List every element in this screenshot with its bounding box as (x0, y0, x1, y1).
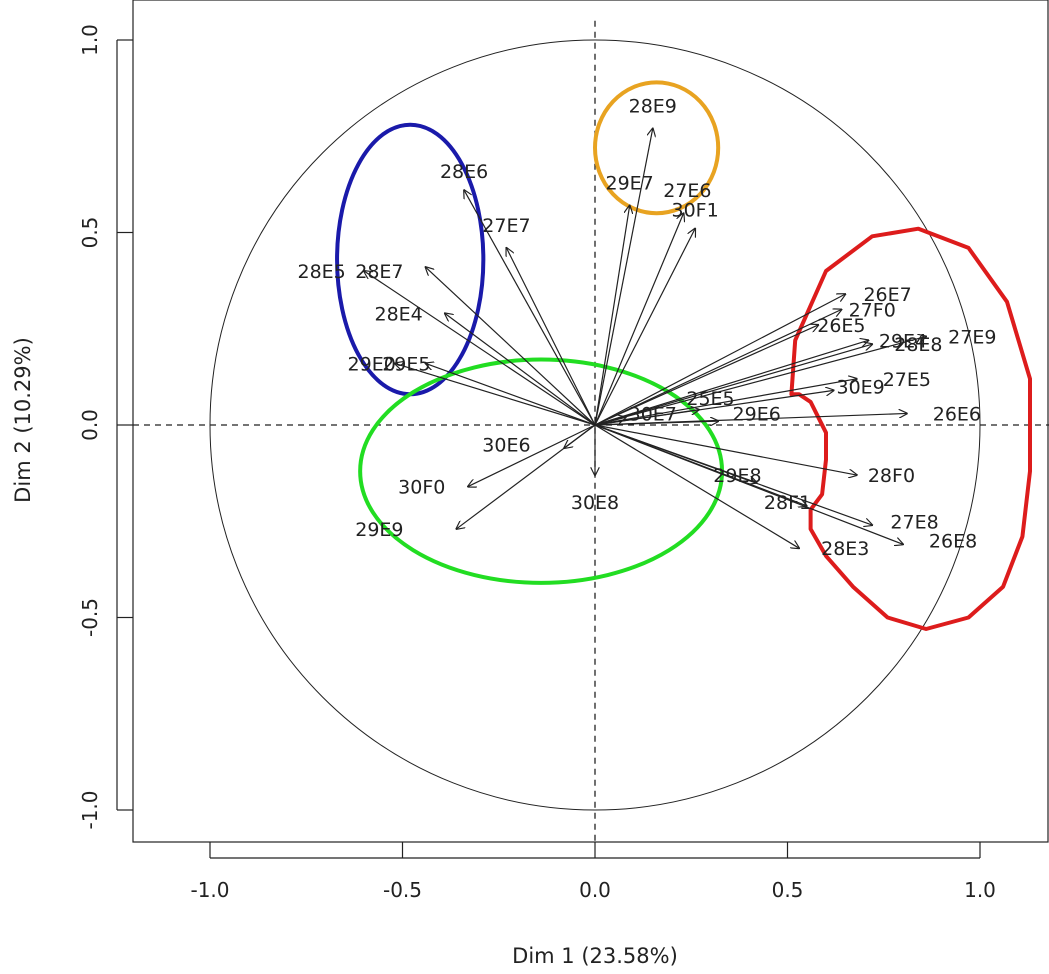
label-28E9: 28E9 (629, 95, 677, 117)
label-30E7: 30E7 (629, 403, 677, 425)
y-tick-label: 1.0 (78, 24, 102, 56)
group-outline-3 (358, 357, 725, 585)
label-30E9: 30E9 (837, 377, 885, 399)
arrow-28F0 (594, 424, 857, 475)
label-27F0: 27F0 (849, 300, 896, 322)
x-tick-label: -1.0 (190, 878, 229, 902)
label-29E8: 29E8 (713, 465, 761, 487)
arrow-29E9 (456, 424, 596, 529)
arrow-30E7 (594, 417, 626, 426)
x-axis-title: Dim 1 (23.58%) (512, 944, 678, 968)
label-25E5: 25E5 (686, 388, 734, 410)
arrow-27E5 (594, 379, 857, 426)
arrow-29E7 (594, 206, 630, 426)
label-28E4: 28E4 (375, 303, 423, 325)
label-28F1: 28F1 (764, 492, 811, 514)
label-30E8: 30E8 (571, 492, 619, 514)
arrow-26E7 (594, 294, 845, 426)
arrow-28E9 (594, 129, 653, 426)
reference-lines-layer (133, 20, 1049, 841)
x-tick-label: 0.0 (579, 878, 611, 902)
arrow-27E6 (594, 213, 684, 426)
label-27E5: 27E5 (883, 369, 931, 391)
label-28E3: 28E3 (821, 538, 869, 560)
x-tick-label: 1.0 (964, 878, 996, 902)
arrow-29E6 (594, 421, 718, 425)
label-26E5: 26E5 (817, 315, 865, 337)
group-outlines-layer (335, 80, 1032, 631)
x-tick-label: 0.5 (772, 878, 804, 902)
group-outline-4 (789, 226, 1032, 631)
arrow-27F0 (594, 310, 841, 426)
x-tick-label: -0.5 (383, 878, 422, 902)
arrow-29E5 (426, 363, 596, 426)
arrow-28E6 (464, 190, 596, 426)
label-29E9: 29E9 (355, 519, 403, 541)
y-tick-label: -0.5 (78, 598, 102, 637)
arrow-28E4 (445, 313, 596, 426)
axis-ticks-layer: -1.0 -0.5 0.0 0.5 1.0 -1.0 -0.5 0.0 0.5 1.0 (78, 24, 996, 902)
arrow-26E5 (594, 325, 818, 426)
arrow-27E9 (594, 336, 926, 426)
label-27E8: 27E8 (890, 511, 938, 533)
variable-arrows-layer (364, 129, 926, 549)
y-tick-label: -1.0 (78, 790, 102, 829)
arrow-26E8 (594, 424, 903, 544)
arrow-30F0 (468, 424, 596, 487)
label-28E6: 28E6 (440, 161, 488, 183)
label-26E8: 26E8 (929, 531, 977, 553)
arrow-27E8 (594, 424, 872, 525)
label-28E5: 28E5 (298, 261, 346, 283)
label-29E4: 29E4 (879, 330, 927, 352)
label-27E9: 27E9 (948, 326, 996, 348)
group-outline-1 (593, 80, 721, 216)
label-27E7: 27E7 (482, 215, 530, 237)
arrow-29E0 (395, 363, 596, 426)
label-30F0: 30F0 (398, 477, 445, 499)
label-26E7: 26E7 (863, 284, 911, 306)
arrow-28E7 (426, 267, 596, 426)
label-27E6: 27E6 (663, 180, 711, 202)
plot-frame (132, 0, 1049, 843)
label-29E6: 29E6 (733, 403, 781, 425)
label-28E7: 28E7 (355, 261, 403, 283)
arrow-29E4 (594, 340, 868, 426)
label-30E6: 30E6 (482, 434, 530, 456)
y-tick-label: 0.5 (78, 217, 102, 249)
label-29E7: 29E7 (606, 172, 654, 194)
label-30F1: 30F1 (671, 199, 718, 221)
arrow-28E5 (364, 271, 596, 426)
y-tick-label: 0.0 (78, 409, 102, 441)
label-29E5: 29E5 (382, 353, 430, 375)
arrow-27E7 (506, 248, 596, 426)
label-26E6: 26E6 (933, 403, 981, 425)
label-29E0: 29E0 (348, 353, 396, 375)
y-axis-title: Dim 2 (10.29%) (11, 337, 35, 503)
label-28E8: 28E8 (894, 334, 942, 356)
arrow-30F1 (594, 229, 695, 426)
arrow-28E3 (594, 424, 799, 548)
arrow-28E8 (594, 344, 872, 426)
label-28F0: 28F0 (868, 465, 915, 487)
arrow-25E5 (594, 410, 699, 426)
